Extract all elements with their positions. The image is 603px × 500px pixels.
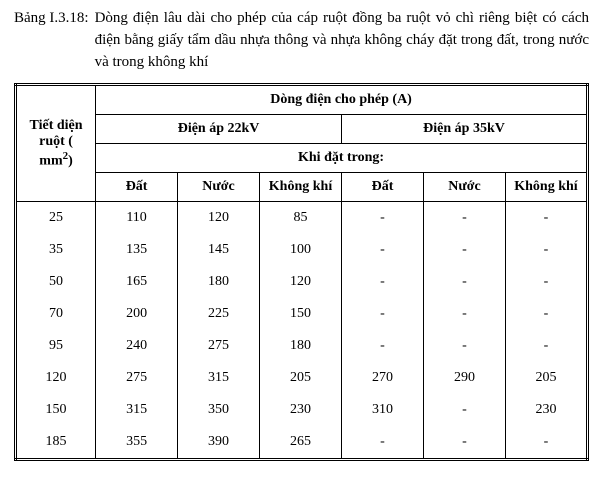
cell-section: 35	[16, 234, 96, 266]
cell-value: 265	[260, 426, 342, 460]
cell-section: 185	[16, 426, 96, 460]
cell-value: 110	[96, 202, 178, 235]
cell-value: -	[342, 266, 424, 298]
cell-value: 180	[260, 330, 342, 362]
cell-section: 50	[16, 266, 96, 298]
cell-value: 135	[96, 234, 178, 266]
cell-value: -	[423, 298, 505, 330]
cell-value: 205	[260, 362, 342, 394]
header-voltage-35: Điện áp 35kV	[342, 115, 588, 144]
cell-value: -	[342, 202, 424, 235]
cell-section: 150	[16, 394, 96, 426]
cell-value: 85	[260, 202, 342, 235]
cell-value: 275	[178, 330, 260, 362]
cell-value: 275	[96, 362, 178, 394]
cell-value: 205	[505, 362, 587, 394]
cell-value: -	[505, 298, 587, 330]
cell-value: -	[505, 426, 587, 460]
cell-value: -	[342, 298, 424, 330]
table-row: 120275315205270290205	[16, 362, 588, 394]
cell-value: -	[505, 266, 587, 298]
header-col-3: Đất	[342, 173, 424, 202]
cell-value: -	[423, 394, 505, 426]
cell-value: 270	[342, 362, 424, 394]
cell-value: 315	[178, 362, 260, 394]
cell-value: -	[423, 266, 505, 298]
cell-value: 315	[96, 394, 178, 426]
header-cross-section: Tiết diện ruột ( mm2)	[16, 85, 96, 202]
table-row: 95240275180---	[16, 330, 588, 362]
header-current-unit: (A)	[392, 92, 411, 107]
header-current-allowed: Dòng điện cho phép (A)	[96, 85, 588, 115]
table-row: 150315350230310-230	[16, 394, 588, 426]
table-caption: Bảng I.3.18: Dòng điện lâu dài cho phép …	[14, 8, 589, 73]
header-placed-in: Khi đặt trong:	[96, 144, 588, 173]
cell-value: 225	[178, 298, 260, 330]
table-row: 35135145100---	[16, 234, 588, 266]
table-row: 50165180120---	[16, 266, 588, 298]
cell-value: 145	[178, 234, 260, 266]
cell-value: -	[423, 234, 505, 266]
cell-value: 290	[423, 362, 505, 394]
table-body: 2511012085---35135145100---50165180120--…	[16, 202, 588, 460]
caption-text: Dòng điện lâu dài cho phép của cáp ruột …	[95, 8, 589, 73]
cell-value: -	[342, 426, 424, 460]
cell-value: 390	[178, 426, 260, 460]
cell-value: -	[423, 330, 505, 362]
table-row: 185355390265---	[16, 426, 588, 460]
cell-section: 25	[16, 202, 96, 235]
cell-section: 70	[16, 298, 96, 330]
header-voltage-22: Điện áp 22kV	[96, 115, 342, 144]
cell-value: -	[423, 426, 505, 460]
cell-value: 180	[178, 266, 260, 298]
cell-value: 240	[96, 330, 178, 362]
header-current-allowed-bold: Dòng điện cho phép	[270, 92, 389, 107]
table-row: 2511012085---	[16, 202, 588, 235]
cell-value: -	[342, 330, 424, 362]
cell-value: -	[505, 330, 587, 362]
cell-value: 230	[260, 394, 342, 426]
table-row: 70200225150---	[16, 298, 588, 330]
cell-value: 230	[505, 394, 587, 426]
header-col-2: Không khí	[260, 173, 342, 202]
cell-value: -	[423, 202, 505, 235]
cell-value: 165	[96, 266, 178, 298]
header-col-4: Nước	[423, 173, 505, 202]
cell-value: 200	[96, 298, 178, 330]
header-col-0: Đất	[96, 173, 178, 202]
cell-value: 355	[96, 426, 178, 460]
cell-value: -	[505, 234, 587, 266]
cell-section: 95	[16, 330, 96, 362]
cell-value: 120	[260, 266, 342, 298]
cell-value: 150	[260, 298, 342, 330]
data-table: Tiết diện ruột ( mm2) Dòng điện cho phép…	[14, 83, 589, 461]
cell-value: 310	[342, 394, 424, 426]
page-container: { "caption": { "label": "Bảng I.3.18:", …	[0, 0, 603, 479]
cell-value: -	[342, 234, 424, 266]
caption-label: Bảng I.3.18:	[14, 8, 95, 73]
cell-value: 120	[178, 202, 260, 235]
cell-value: 100	[260, 234, 342, 266]
cell-section: 120	[16, 362, 96, 394]
header-col-1: Nước	[178, 173, 260, 202]
cell-value: 350	[178, 394, 260, 426]
cell-value: -	[505, 202, 587, 235]
header-col-5: Không khí	[505, 173, 587, 202]
